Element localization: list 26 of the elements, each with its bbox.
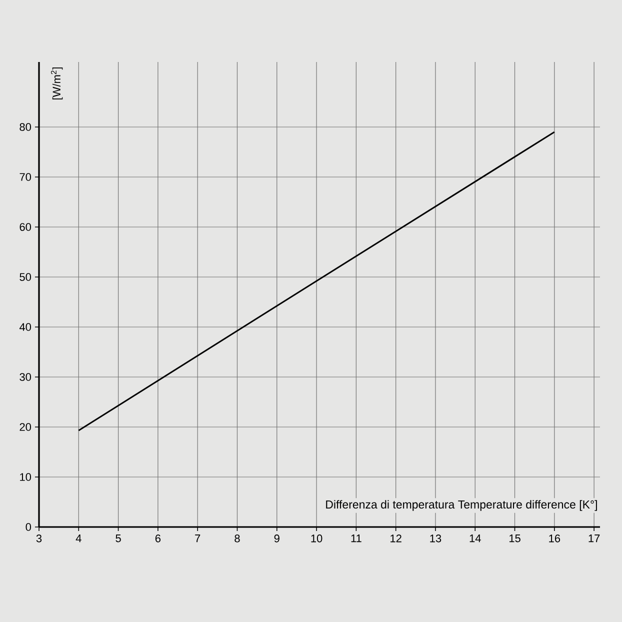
y-tick-label: 10 [20, 473, 32, 481]
y-tick-label: 50 [20, 273, 32, 281]
x-tick-label: 15 [509, 534, 520, 542]
y-axis-title: [W/m$^{2}$] [51, 67, 63, 100]
x-tick-label: 14 [470, 534, 481, 542]
x-tick-label: 7 [195, 534, 200, 542]
x-tick-label: 12 [390, 534, 402, 542]
y-tick-label: 40 [19, 323, 32, 331]
y-tick-label: 30 [20, 373, 32, 381]
x-tick-label: 17 [588, 534, 600, 542]
x-tick-label: 5 [116, 534, 121, 542]
x-tick-label: 8 [234, 534, 240, 542]
x-tick-label: 10 [311, 534, 322, 542]
x-tick-label: 13 [430, 534, 442, 542]
x-axis-title: Differenza di temperatura Temperature difference [K°] [326, 500, 597, 511]
x-tick-label: 11 [351, 534, 362, 542]
y-tick-label: 80 [20, 123, 32, 131]
y-tick-label: 0 [26, 523, 32, 531]
x-tick-label: 4 [76, 534, 82, 542]
x-tick-label: 16 [549, 534, 560, 542]
y-tick-label: 20 [20, 423, 32, 431]
x-tick-label: 3 [36, 534, 42, 542]
x-tick-label: 9 [274, 534, 280, 542]
y-tick-label: 70 [20, 173, 32, 181]
x-tick-label: 6 [155, 534, 161, 542]
y-tick-label: 60 [20, 223, 32, 231]
